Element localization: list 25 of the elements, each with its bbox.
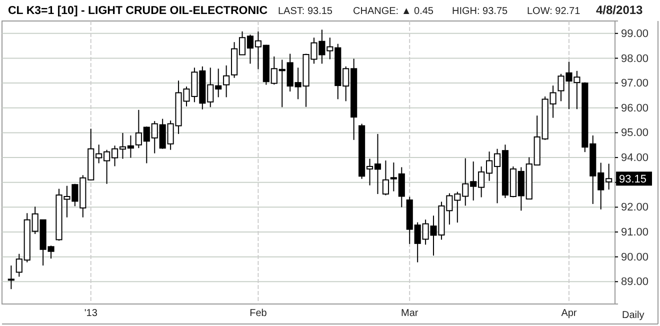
text: LOW: 92.71 (527, 6, 581, 17)
y-tick-label: 90.00 (621, 251, 649, 264)
text: LAST: 93.15 (278, 6, 333, 17)
y-tick-label: 95.00 (621, 127, 649, 140)
candlestick (8, 265, 14, 290)
y-tick-label: 94.00 (621, 152, 649, 164)
text: CHANGE: ▲ 0.45 (353, 6, 434, 17)
candlestick (223, 64, 230, 98)
y-tick-label: 96.00 (621, 102, 649, 114)
y-tick-label: 98.00 (621, 52, 649, 65)
chart-title: CL K3=1 [10] - LIGHT CRUDE OIL-ELECTRONIC (8, 5, 268, 17)
x-tick-label: '13 (84, 308, 98, 319)
candlestick (382, 160, 389, 196)
annotation: 93.15 (619, 174, 647, 186)
y-tick-label: 99.00 (621, 28, 649, 40)
x-tick-label: Feb (250, 308, 268, 319)
y-tick-label: 89.00 (621, 276, 649, 288)
text: 4/8/2013 (596, 3, 644, 17)
x-tick-label: Mar (400, 308, 419, 319)
y-tick-label: 92.00 (621, 202, 649, 214)
text: Daily (622, 310, 644, 321)
y-tick-label: 91.00 (621, 226, 649, 239)
x-tick-label: Apr (561, 308, 578, 319)
y-tick-label: 97.00 (621, 78, 649, 90)
text: HIGH: 93.75 (452, 6, 508, 17)
